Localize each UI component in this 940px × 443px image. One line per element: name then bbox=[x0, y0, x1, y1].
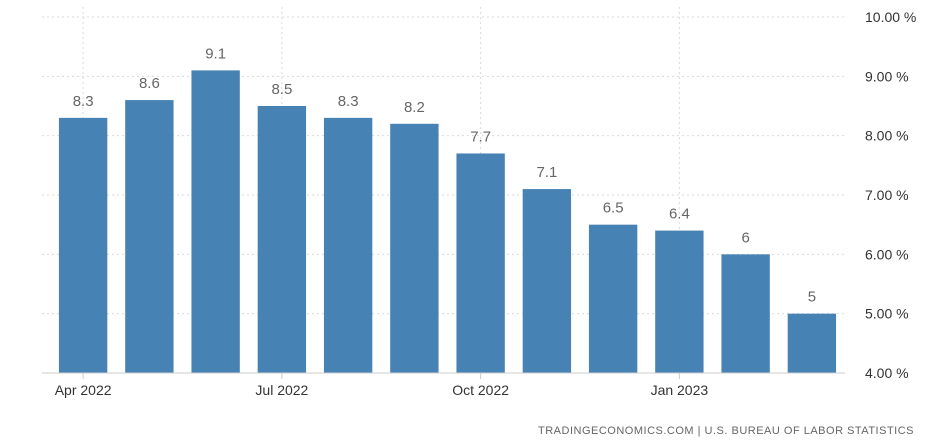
y-tick-label: 7.00 % bbox=[865, 187, 909, 203]
data-label: 6.4 bbox=[669, 206, 690, 223]
axes: 4.00 % 5.00 % 6.00 % 7.00 % 8.00 % 9.00 % 10.0… bbox=[42, 9, 916, 398]
data-label: 8.3 bbox=[73, 93, 94, 110]
data-label: 6.5 bbox=[603, 200, 624, 217]
data-label: 8.5 bbox=[271, 81, 292, 98]
data-label: 9.1 bbox=[205, 45, 226, 62]
data-label: 5 bbox=[808, 289, 816, 306]
data-label: 6 bbox=[741, 229, 749, 246]
y-tick-label: 5.00 % bbox=[865, 306, 909, 322]
bars bbox=[58, 70, 837, 374]
bar bbox=[522, 189, 572, 373]
bar bbox=[125, 100, 174, 374]
bar bbox=[787, 313, 837, 373]
bar bbox=[58, 117, 108, 373]
bar bbox=[588, 224, 638, 373]
bar bbox=[456, 153, 505, 373]
y-tick-label: 8.00 % bbox=[865, 128, 909, 144]
x-tick-label: Apr 2022 bbox=[55, 382, 112, 398]
bar bbox=[191, 70, 240, 374]
y-tick-label: 6.00 % bbox=[865, 246, 909, 262]
data-label: 7.7 bbox=[470, 128, 491, 145]
x-tick-label: Oct 2022 bbox=[452, 382, 509, 398]
bar bbox=[721, 254, 770, 373]
x-tick-label: Jul 2022 bbox=[255, 382, 308, 398]
bar bbox=[655, 230, 704, 373]
y-tick-label: 10.00 % bbox=[865, 9, 916, 25]
data-label: 8.6 bbox=[139, 75, 160, 92]
data-label: 8.3 bbox=[338, 93, 359, 110]
bar bbox=[323, 117, 373, 373]
data-labels: 8.3 8.6 9.1 8.5 8.3 8.2 7.7 7.1 6.5 6.4 6 5 bbox=[73, 45, 816, 305]
y-tick-label: 9.00 % bbox=[865, 68, 909, 84]
source-attribution: TRADINGECONOMICS.COM | U.S. BUREAU OF LA… bbox=[538, 425, 914, 437]
bar bbox=[390, 123, 439, 373]
data-label: 7.1 bbox=[536, 164, 557, 181]
data-label: 8.2 bbox=[404, 99, 425, 116]
x-tick-label: Jan 2023 bbox=[651, 382, 709, 398]
y-tick-label: 4.00 % bbox=[865, 365, 909, 381]
bar bbox=[257, 106, 307, 373]
